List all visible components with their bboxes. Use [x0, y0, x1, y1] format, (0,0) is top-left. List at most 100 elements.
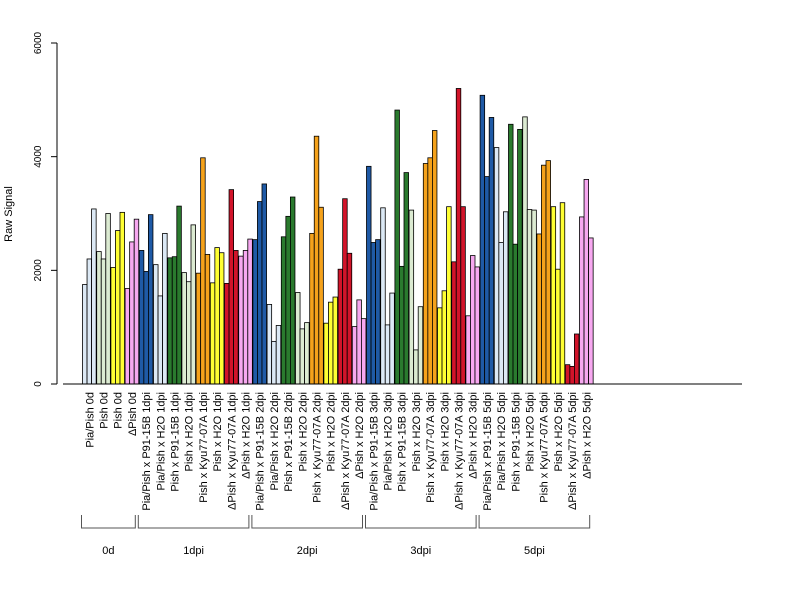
category-label: Pish x H2O 1dpi — [184, 392, 196, 471]
category-label: Pia/Pish x P91-15B 1dpi — [141, 392, 153, 511]
category-label: Pish x P91-15B 2dpi — [283, 392, 295, 492]
category-label: Pish x H2O 3dpi — [411, 392, 423, 471]
bar — [295, 292, 301, 385]
category-label: Pia/Pish x H2O 1dpi — [155, 392, 167, 490]
bar — [147, 214, 154, 385]
bar — [569, 365, 575, 385]
bar — [564, 364, 571, 385]
bar — [275, 325, 282, 385]
category-label: ΔPish x H2O 1dpi — [241, 392, 253, 479]
category-label: ΔPish x Kyu77-07A 3dpi — [454, 392, 466, 510]
bar — [195, 272, 202, 385]
category-label: ΔPish x Kyu77-07A 1dpi — [226, 392, 238, 510]
bar — [498, 242, 504, 385]
y-tick-label: 4000 — [33, 145, 44, 168]
bar — [484, 176, 490, 385]
bar — [133, 218, 140, 385]
bar — [545, 160, 551, 385]
group-label: 0d — [102, 545, 114, 557]
bar — [218, 252, 225, 385]
bar — [493, 147, 500, 385]
bar — [105, 213, 111, 385]
bar — [157, 295, 164, 385]
category-label: Pish x P91-15B 1dpi — [170, 392, 182, 492]
bar — [474, 266, 480, 385]
bar — [153, 264, 159, 385]
group-bracket — [478, 515, 591, 529]
category-label: Pia/Pish x P91-15B 3dpi — [368, 392, 380, 511]
bar — [100, 258, 107, 385]
bar — [526, 209, 533, 385]
category-label: Pish x Kyu77-07A 3dpi — [425, 392, 437, 503]
bar — [375, 239, 381, 385]
bar — [257, 201, 263, 385]
bar — [91, 208, 97, 385]
group-label: 2dpi — [297, 545, 318, 557]
bar — [455, 88, 462, 385]
group-label: 3dpi — [410, 545, 431, 557]
bar — [427, 157, 433, 385]
bar — [119, 211, 125, 385]
bar — [588, 237, 594, 385]
category-label: Pish x Kyu77-07A 1dpi — [198, 392, 210, 503]
bars-layer — [82, 88, 594, 385]
bar — [115, 230, 121, 385]
category-label: ΔPish 0d — [127, 392, 139, 436]
bar — [479, 94, 486, 385]
bar — [289, 196, 296, 385]
bar — [337, 268, 344, 385]
bar — [224, 282, 230, 385]
bar — [441, 290, 447, 385]
category-label: Pish x H2O 2dpi — [326, 392, 338, 471]
bar — [186, 281, 192, 385]
bar — [460, 206, 466, 385]
y-tick-label: 6000 — [33, 31, 44, 54]
category-label: Pia/Pish x H2O 2dpi — [269, 392, 281, 490]
y-axis-label: Raw Signal — [3, 186, 15, 242]
bar — [162, 232, 168, 385]
bar — [280, 236, 287, 385]
y-tick-label: 2000 — [33, 259, 44, 282]
bar — [86, 258, 93, 385]
bar — [143, 271, 149, 385]
bar — [446, 206, 452, 385]
group-label: 5dpi — [524, 545, 545, 557]
bar — [370, 242, 376, 385]
category-label: Pish x H2O 5dpi — [553, 392, 565, 471]
bar — [508, 123, 514, 385]
bar — [176, 205, 182, 385]
bar — [200, 157, 206, 385]
bar — [437, 307, 443, 385]
category-label: Pia/Pish 0d — [84, 392, 96, 448]
bar — [417, 306, 424, 385]
category-label: Pish x Kyu77-07A 2dpi — [312, 392, 324, 503]
bar — [380, 207, 386, 385]
category-label: Pish x P91-15B 5dpi — [510, 392, 522, 492]
bar — [541, 164, 547, 385]
bar — [129, 241, 135, 385]
bar — [82, 284, 88, 385]
bar — [408, 209, 415, 385]
bar — [536, 233, 542, 385]
bar — [171, 256, 178, 385]
bar — [318, 206, 324, 385]
bar — [389, 292, 395, 385]
bar — [332, 296, 338, 385]
bar — [488, 117, 495, 385]
category-label: Pish 0d — [99, 392, 111, 429]
bar — [328, 301, 334, 385]
category-label: Pish x P91-15B 3dpi — [397, 392, 409, 492]
category-label: Pish x H2O 3dpi — [439, 392, 451, 471]
category-label: ΔPish x H2O 2dpi — [354, 392, 366, 479]
bar — [285, 215, 291, 385]
category-label: ΔPish x Kyu77-07A 2dpi — [340, 392, 352, 510]
bar — [356, 299, 362, 385]
group-bracket — [251, 515, 363, 529]
category-label: Pia/Pish x P91-15B 2dpi — [255, 392, 267, 511]
category-label: Pia/Pish x H2O 3dpi — [383, 392, 395, 490]
bar — [233, 250, 239, 385]
bar — [431, 130, 438, 385]
bar — [110, 267, 116, 385]
